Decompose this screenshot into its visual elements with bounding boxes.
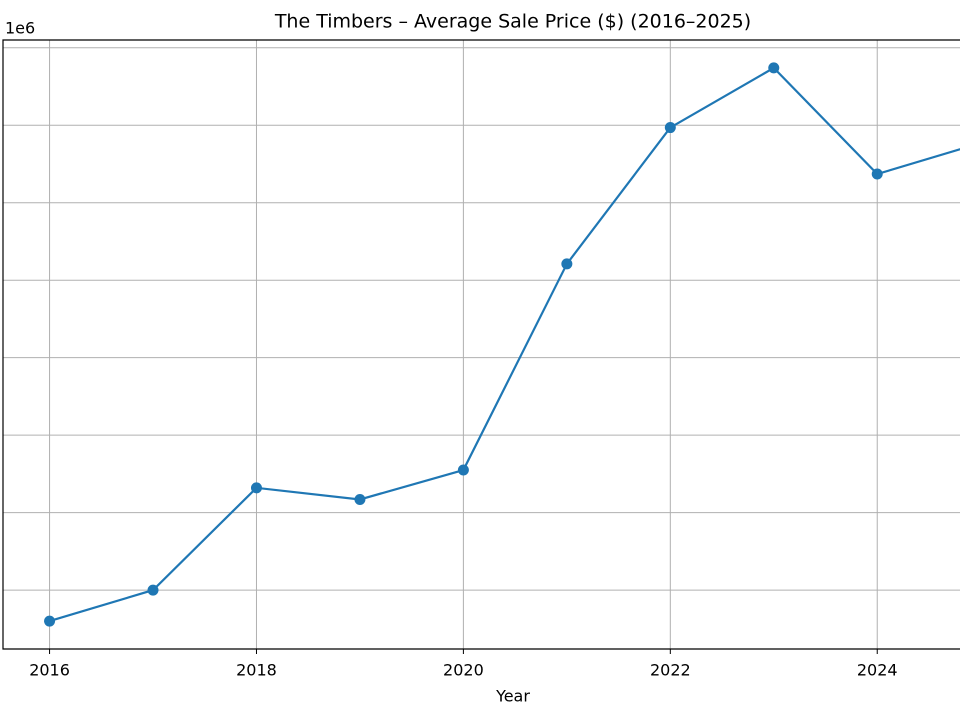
marker bbox=[664, 122, 676, 134]
x-tick-label: 2020 bbox=[443, 661, 484, 680]
y-offset-label: 1e6 bbox=[5, 19, 35, 38]
marker bbox=[147, 584, 159, 596]
x-tick-label: 2018 bbox=[236, 661, 277, 680]
x-tick-label: 2024 bbox=[857, 661, 898, 680]
marker bbox=[561, 258, 573, 270]
marker bbox=[768, 62, 780, 74]
line bbox=[49, 66, 960, 623]
x-tick-label: 2022 bbox=[650, 661, 691, 680]
x-axis-label: Year bbox=[495, 687, 530, 706]
chart-title: The Timbers – Average Sale Price ($) (20… bbox=[274, 11, 751, 33]
x-tick-label: 2016 bbox=[29, 661, 70, 680]
marker bbox=[354, 493, 366, 505]
marker bbox=[871, 168, 883, 180]
marker bbox=[457, 464, 469, 476]
marker bbox=[44, 615, 56, 627]
series bbox=[44, 62, 960, 627]
axes-frame bbox=[2, 39, 960, 650]
marker bbox=[250, 482, 262, 494]
